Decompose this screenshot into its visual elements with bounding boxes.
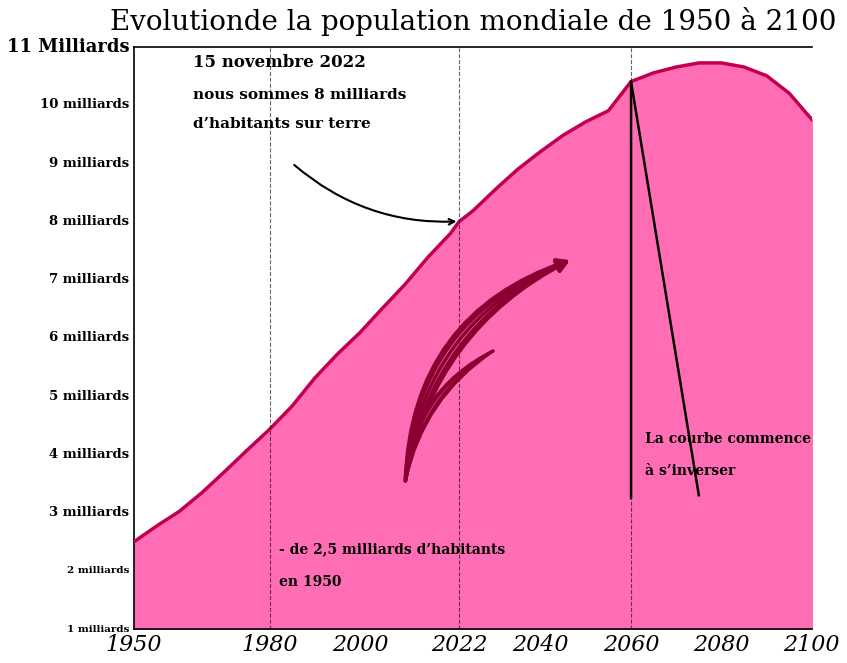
Text: 15 novembre 2022: 15 novembre 2022 bbox=[193, 54, 366, 71]
Text: 6 milliards: 6 milliards bbox=[49, 332, 130, 344]
Text: 7 milliards: 7 milliards bbox=[49, 273, 130, 286]
Text: nous sommes 8 milliards: nous sommes 8 milliards bbox=[193, 88, 406, 102]
Text: 9 milliards: 9 milliards bbox=[49, 156, 130, 170]
Text: - de 2,5 milliards d’habitants: - de 2,5 milliards d’habitants bbox=[279, 542, 505, 556]
Title: Evolutionde la population mondiale de 1950 à 2100: Evolutionde la population mondiale de 19… bbox=[109, 7, 836, 36]
Text: 3 milliards: 3 milliards bbox=[49, 506, 130, 519]
Text: en 1950: en 1950 bbox=[279, 575, 341, 589]
Text: 2 milliards: 2 milliards bbox=[67, 566, 130, 575]
Text: 1 milliards: 1 milliards bbox=[67, 625, 130, 634]
Text: 8 milliards: 8 milliards bbox=[49, 215, 130, 228]
Text: à s’inverser: à s’inverser bbox=[645, 464, 735, 478]
Text: 4 milliards: 4 milliards bbox=[49, 448, 130, 461]
Text: 11 Milliards: 11 Milliards bbox=[7, 38, 130, 56]
Text: 10 milliards: 10 milliards bbox=[40, 98, 130, 111]
Text: 5 milliards: 5 milliards bbox=[49, 390, 130, 402]
Text: d’habitants sur terre: d’habitants sur terre bbox=[193, 117, 370, 131]
Text: La courbe commence: La courbe commence bbox=[645, 432, 811, 446]
